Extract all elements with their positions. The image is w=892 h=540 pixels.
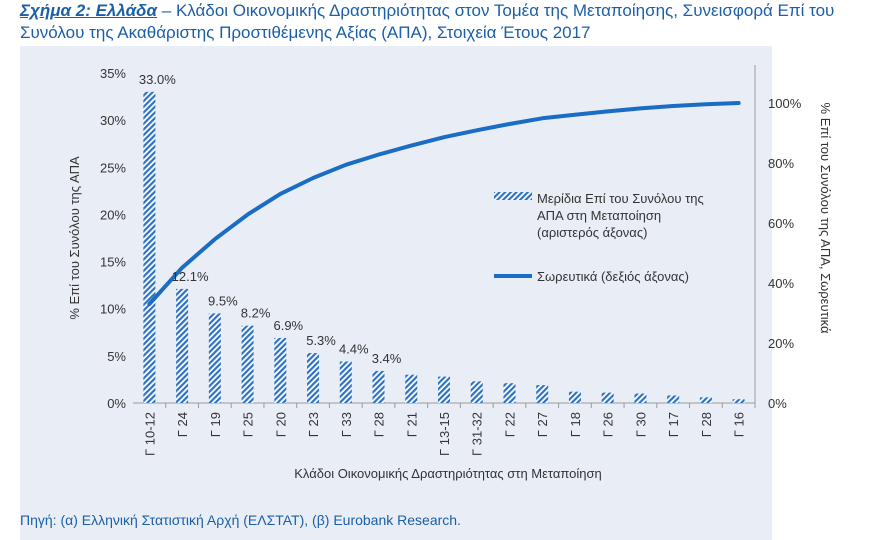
y2-axis-title: % Επί του Συνόλου της ΑΠΑ, Σωρευτικά [818, 103, 833, 334]
legend-bar-label: Μερίδια Επί του Συνόλου της ΑΠΑ στη Μεταπ… [537, 191, 704, 240]
y2-tick-label: 0% [768, 396, 787, 411]
y-tick-label: 15% [100, 255, 126, 270]
bar [208, 313, 221, 403]
y2-tick-label: 40% [768, 276, 794, 291]
x-tick-label: Γ 33 [339, 412, 354, 437]
y2-tick-label: 80% [768, 156, 794, 171]
data-label: 6.9% [273, 318, 303, 333]
y-tick-label: 25% [100, 160, 126, 175]
bar [438, 376, 450, 403]
bar [470, 381, 483, 403]
y-tick-label: 20% [100, 207, 126, 222]
x-tick-label: Γ 13-15 [437, 412, 452, 456]
x-tick-label: Γ 18 [568, 412, 583, 437]
bar [601, 392, 614, 403]
x-tick-label: Γ 27 [535, 412, 550, 437]
x-tick-label: Γ 16 [732, 412, 747, 437]
x-tick-label: Γ 24 [175, 412, 190, 437]
bar [339, 361, 352, 403]
x-axis-title: Κλάδοι Οικονομικής Δραστηριότητας στη Με… [294, 466, 602, 481]
y-tick-label: 30% [100, 113, 126, 128]
y-tick-label: 35% [100, 66, 126, 81]
data-label: 3.4% [372, 351, 402, 366]
x-tick-label: Γ 10-12 [142, 412, 157, 456]
figure-label: Σχήμα 2: Ελλάδα [20, 1, 158, 20]
y-tick-label: 10% [100, 302, 126, 317]
data-label: 33.0% [139, 72, 176, 87]
y2-tick-label: 20% [768, 336, 794, 351]
x-tick-label: Γ 17 [666, 412, 681, 437]
y-tick-label: 5% [107, 349, 126, 364]
x-tick-label: Γ 26 [601, 412, 616, 437]
bar [732, 399, 745, 403]
data-label: 8.2% [241, 306, 271, 321]
data-label: 9.5% [208, 293, 238, 308]
y2-tick-label: 100% [768, 96, 802, 111]
figure-title: – Κλάδοι Οικονομικής Δραστηριότητας στον… [20, 1, 835, 42]
bar [568, 391, 581, 403]
data-label: 4.4% [339, 342, 369, 357]
bar [143, 91, 156, 403]
x-tick-label: Γ 28 [372, 412, 387, 437]
bar [274, 337, 287, 403]
x-tick-label: Γ 31-32 [470, 412, 485, 456]
x-tick-label: Γ 25 [241, 412, 256, 437]
bar [241, 325, 254, 403]
bar [536, 385, 549, 403]
x-tick-label: Γ 28 [699, 412, 714, 437]
bar [667, 395, 680, 403]
cumulative-line [147, 101, 741, 306]
legend-bar-swatch [494, 192, 532, 200]
bar [372, 370, 385, 403]
bar [307, 353, 320, 403]
x-tick-label: Γ 23 [306, 412, 321, 437]
data-label: 12.1% [172, 269, 209, 284]
figure-heading: Σχήμα 2: Ελλάδα – Κλάδοι Οικονομικής Δρα… [20, 0, 880, 44]
bar [699, 397, 712, 403]
x-tick-label: Γ 30 [633, 412, 648, 437]
x-tick-label: Γ 21 [404, 412, 419, 437]
bar [405, 374, 418, 403]
source-note: Πηγή: (α) Ελληνική Στατιστική Αρχή (ΕΛΣΤ… [20, 512, 461, 528]
y-tick-label: 0% [107, 396, 126, 411]
data-label: 5.3% [306, 333, 336, 348]
x-tick-label: Γ 22 [502, 412, 517, 437]
y-axis-title: % Επί του Συνόλου της ΑΠΑ [67, 156, 82, 320]
bar [503, 383, 516, 403]
x-tick-label: Γ 19 [208, 412, 223, 437]
y2-tick-label: 60% [768, 216, 794, 231]
bar [634, 393, 647, 403]
legend-line-label: Σωρευτικά (δεξιός άξονας) [537, 269, 689, 284]
bar [176, 288, 189, 403]
x-tick-label: Γ 20 [273, 412, 288, 437]
